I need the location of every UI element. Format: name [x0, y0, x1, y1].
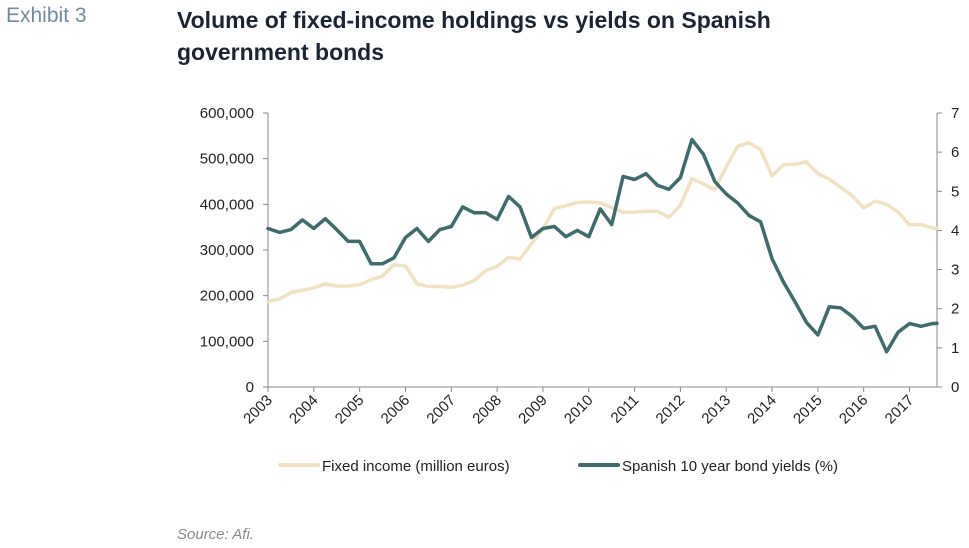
right-tick-label: 2 — [951, 301, 959, 318]
exhibit-label: Exhibit 3 — [6, 4, 87, 27]
left-tick-label: 400,000 — [200, 196, 254, 213]
right-tick-label: 7 — [951, 105, 959, 122]
left-tick-label: 300,000 — [200, 242, 254, 259]
right-tick-label: 0 — [951, 379, 959, 396]
legend-label-bond-yields: Spanish 10 year bond yields (%) — [622, 458, 838, 475]
legend: Fixed income (million euros) Spanish 10 y… — [278, 458, 838, 475]
right-tick-label: 5 — [951, 183, 959, 200]
right-tick-label: 6 — [951, 144, 959, 161]
legend-label-fixed-income: Fixed income (million euros) — [322, 458, 510, 475]
x-tick-label: 2013 — [698, 392, 734, 428]
series-layer — [266, 137, 939, 354]
x-tick-label: 2015 — [790, 392, 826, 428]
source-note: Source: Afi. — [177, 526, 254, 543]
left-axis-ticks: 0 100,000 200,000 300,000 400,000 500,000 600,… — [200, 105, 268, 396]
right-tick-label: 1 — [951, 340, 959, 357]
x-tick-label: 2004 — [286, 392, 322, 428]
plot-area — [267, 113, 938, 388]
left-tick-label: 100,000 — [200, 333, 254, 350]
x-tick-label: 2006 — [378, 392, 414, 428]
x-tick-label: 2014 — [744, 392, 780, 428]
x-tick-label: 2016 — [836, 392, 872, 428]
x-tick-label: 2007 — [423, 392, 459, 428]
left-tick-label: 0 — [246, 379, 254, 396]
x-axis-ticks: 2003 2004 2005 2006 2007 2008 2009 2010 2011 2012… — [240, 387, 917, 427]
x-tick-label: 2010 — [561, 392, 597, 428]
x-tick-label: 2003 — [240, 392, 276, 428]
x-tick-label: 2011 — [608, 392, 643, 427]
right-tick-label: 4 — [951, 222, 959, 239]
right-tick-label: 3 — [951, 262, 959, 279]
x-tick-label: 2008 — [469, 392, 505, 428]
left-tick-label: 600,000 — [200, 105, 254, 122]
series-line-fixed-income — [266, 140, 939, 304]
series-line-bond-yields — [266, 137, 939, 354]
x-tick-label: 2017 — [882, 392, 918, 428]
x-tick-label: 2005 — [332, 392, 368, 428]
x-tick-label: 2012 — [653, 392, 689, 428]
left-tick-label: 500,000 — [200, 151, 254, 168]
chart-title: Volume of fixed-income holdings vs yield… — [177, 7, 771, 65]
left-tick-label: 200,000 — [200, 288, 254, 305]
right-axis-ticks: 0 1 2 3 4 5 6 7 — [937, 105, 959, 396]
x-tick-label: 2009 — [515, 392, 551, 428]
